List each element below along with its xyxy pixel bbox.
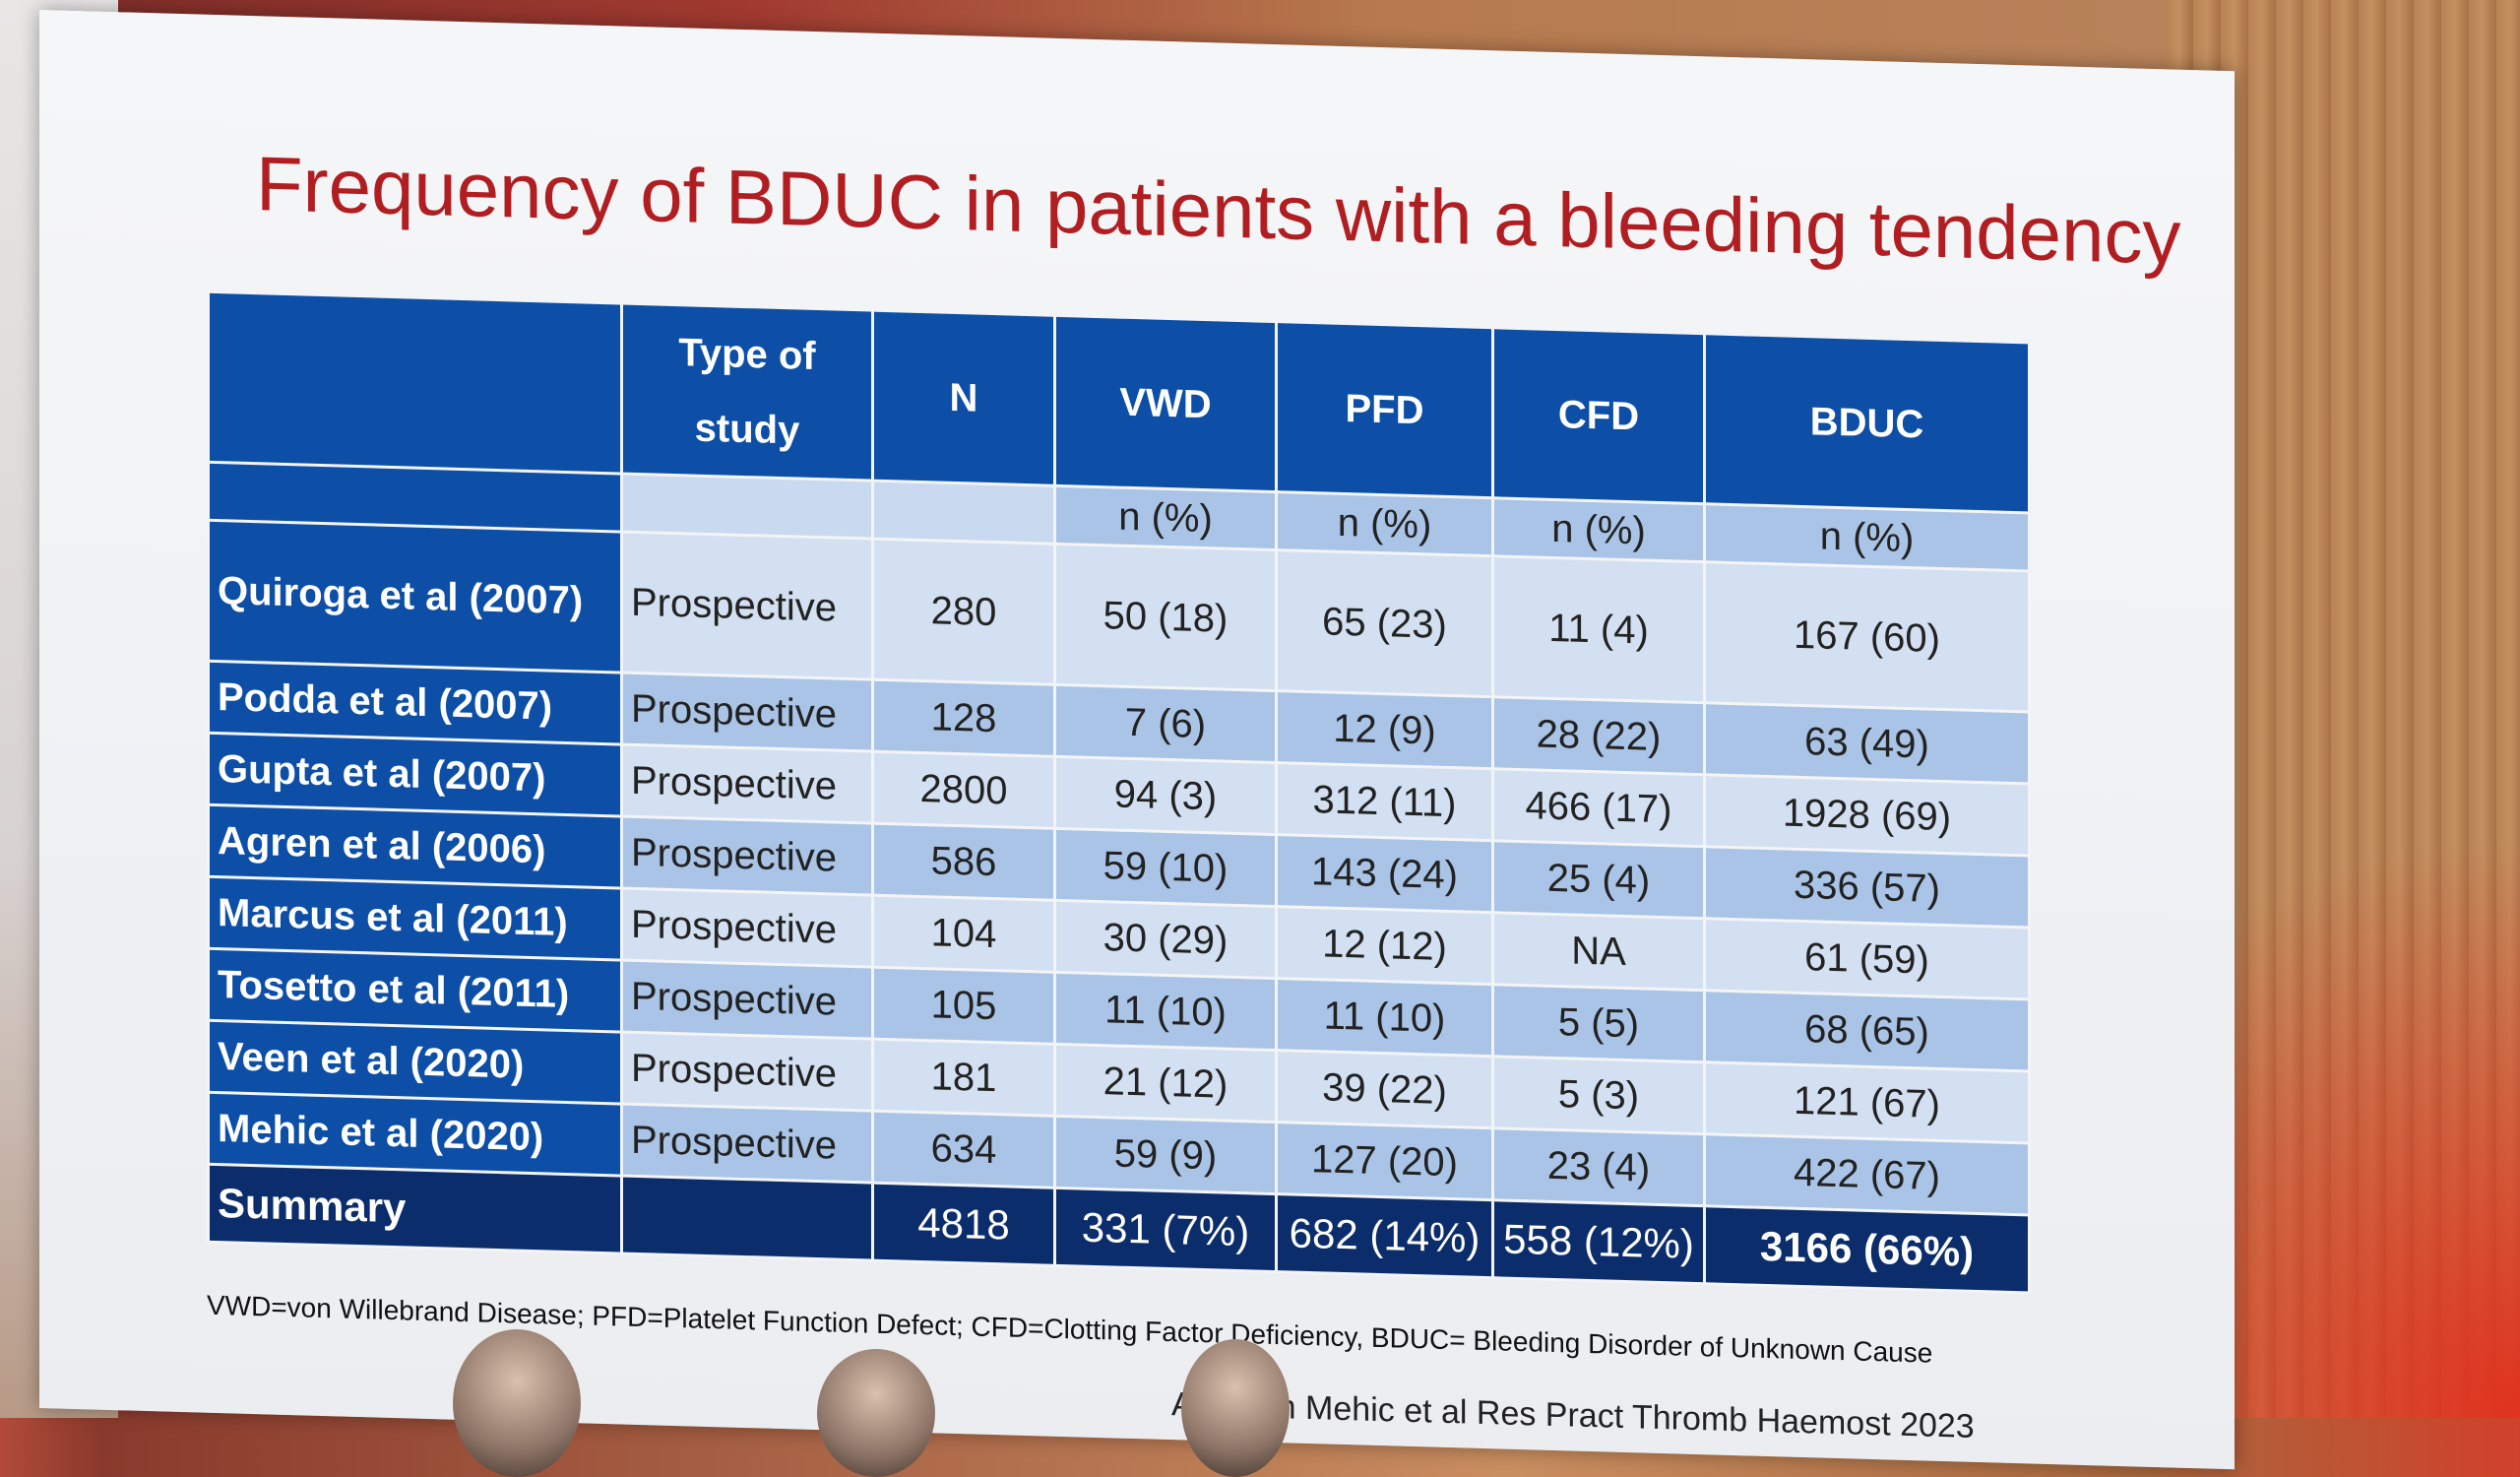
audience-head xyxy=(453,1329,581,1477)
cell-cfd: 28 (22) xyxy=(1492,696,1705,775)
header-type-line2: study xyxy=(694,406,800,453)
cell-vwd: 50 (18) xyxy=(1054,544,1277,691)
cell-type: Prospective xyxy=(621,673,873,752)
header-vwd: VWD xyxy=(1054,315,1277,492)
cell-pfd: 11 (10) xyxy=(1276,978,1493,1057)
summary-label: Summary xyxy=(208,1164,622,1254)
cell-vwd: 59 (9) xyxy=(1054,1116,1277,1194)
study-author-cell: Marcus et al (2011) xyxy=(208,876,622,961)
cell-cfd: NA xyxy=(1492,912,1705,991)
cell-vwd: 59 (10) xyxy=(1054,828,1277,907)
cell-cfd: 25 (4) xyxy=(1492,840,1705,919)
study-author-cell: Veen et al (2020) xyxy=(208,1020,622,1105)
audience-head xyxy=(817,1349,935,1477)
cell-bduc: 63 (49) xyxy=(1704,702,2030,784)
cell-n: 105 xyxy=(872,967,1055,1045)
study-author-cell: Gupta et al (2007) xyxy=(208,733,622,817)
slide-title: Frequency of BDUC in patients with a ble… xyxy=(256,140,2181,281)
cell-pfd: 39 (22) xyxy=(1276,1050,1493,1128)
cell-type: Prospective xyxy=(621,532,873,680)
cell-bduc: 336 (57) xyxy=(1704,846,2030,928)
cell-bduc: 422 (67) xyxy=(1704,1133,2030,1215)
summary-pfd: 682 (14%) xyxy=(1276,1193,1493,1278)
cell-pfd: 312 (11) xyxy=(1276,762,1493,841)
cell-pfd: 12 (12) xyxy=(1276,906,1493,985)
bduc-frequency-table: Type of study N VWD PFD CFD BDUC n (%) n… xyxy=(207,290,2031,1295)
header-bduc: BDUC xyxy=(1704,333,2030,513)
cell-pfd: 65 (23) xyxy=(1276,549,1493,697)
cell-cfd: 11 (4) xyxy=(1492,555,1705,703)
header-cfd: CFD xyxy=(1492,327,1705,504)
study-author-cell: Agren et al (2006) xyxy=(208,804,622,889)
summary-type xyxy=(621,1176,873,1261)
cell-type: Prospective xyxy=(621,816,873,896)
cell-bduc: 1928 (69) xyxy=(1704,774,2030,856)
cell-bduc: 167 (60) xyxy=(1704,561,2030,712)
cell-type: Prospective xyxy=(621,888,873,968)
header-pfd: PFD xyxy=(1276,321,1493,498)
cell-n: 2800 xyxy=(872,751,1055,829)
cell-bduc: 68 (65) xyxy=(1704,990,2030,1071)
study-author-cell: Tosetto et al (2011) xyxy=(208,948,622,1033)
cell-pfd: 12 (9) xyxy=(1276,690,1493,769)
unit-cell-n xyxy=(872,481,1055,545)
cell-cfd: 23 (4) xyxy=(1492,1127,1705,1206)
cell-cfd: 5 (5) xyxy=(1492,984,1705,1062)
unit-cell-type xyxy=(621,474,873,540)
study-author-cell: Mehic et al (2020) xyxy=(208,1092,622,1177)
audience-head xyxy=(1181,1339,1290,1477)
cell-type: Prospective xyxy=(621,1032,873,1112)
cell-n: 634 xyxy=(872,1111,1055,1188)
cell-n: 280 xyxy=(872,539,1055,685)
cell-cfd: 466 (17) xyxy=(1492,768,1705,847)
cell-cfd: 5 (3) xyxy=(1492,1056,1705,1134)
summary-n: 4818 xyxy=(872,1183,1055,1266)
cell-type: Prospective xyxy=(621,744,873,824)
projection-screen: Frequency of BDUC in patients with a ble… xyxy=(39,10,2235,1470)
cell-vwd: 7 (6) xyxy=(1054,684,1277,763)
cell-n: 586 xyxy=(872,823,1055,901)
cell-n: 181 xyxy=(872,1039,1055,1117)
cell-type: Prospective xyxy=(621,1104,873,1184)
study-author-cell: Quiroga et al (2007) xyxy=(208,520,622,674)
header-study xyxy=(208,291,622,475)
unit-cell-vwd: n (%) xyxy=(1054,485,1277,550)
cell-type: Prospective xyxy=(621,960,873,1040)
header-type-line1: Type of xyxy=(678,331,816,379)
cell-vwd: 21 (12) xyxy=(1054,1044,1277,1123)
header-type-of-study: Type of study xyxy=(621,303,873,482)
source-citation: A d from Mehic et al Res Pract Thromb Ha… xyxy=(1171,1385,1975,1445)
header-n: N xyxy=(872,310,1055,486)
summary-cfd: 558 (12%) xyxy=(1492,1199,1705,1284)
cell-pfd: 143 (24) xyxy=(1276,834,1493,913)
study-author-cell: Podda et al (2007) xyxy=(208,661,622,745)
unit-cell-cfd: n (%) xyxy=(1492,497,1705,562)
cell-n: 128 xyxy=(872,679,1055,757)
cell-pfd: 127 (20) xyxy=(1276,1122,1493,1200)
summary-bduc: 3166 (66%) xyxy=(1704,1205,2030,1293)
unit-cell-bduc: n (%) xyxy=(1704,503,2030,571)
cell-vwd: 30 (29) xyxy=(1054,900,1277,979)
cell-vwd: 11 (10) xyxy=(1054,972,1277,1051)
unit-cell-pfd: n (%) xyxy=(1276,491,1493,556)
cell-bduc: 121 (67) xyxy=(1704,1061,2030,1143)
cell-bduc: 61 (59) xyxy=(1704,918,2030,999)
cell-n: 104 xyxy=(872,895,1055,973)
summary-vwd: 331 (7%) xyxy=(1054,1188,1277,1272)
cell-vwd: 94 (3) xyxy=(1054,756,1277,835)
